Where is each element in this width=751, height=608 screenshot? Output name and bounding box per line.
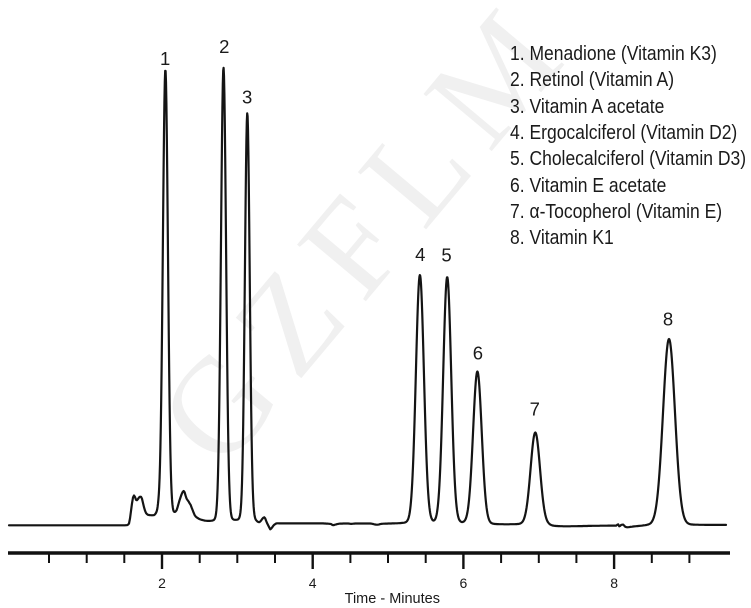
svg-text:8: 8 bbox=[663, 308, 673, 329]
svg-text:6: 6 bbox=[473, 343, 483, 364]
svg-text:6: 6 bbox=[460, 575, 468, 591]
svg-text:3: 3 bbox=[242, 86, 252, 107]
svg-text:8: 8 bbox=[610, 575, 618, 591]
svg-text:Time - Minutes: Time - Minutes bbox=[345, 591, 440, 607]
svg-text:2: 2 bbox=[158, 575, 166, 591]
svg-text:5: 5 bbox=[441, 245, 451, 266]
svg-text:1: 1 bbox=[160, 48, 170, 69]
svg-text:4: 4 bbox=[309, 575, 317, 591]
svg-text:4: 4 bbox=[415, 244, 425, 265]
svg-text:7: 7 bbox=[530, 399, 540, 420]
svg-text:2: 2 bbox=[219, 36, 229, 57]
